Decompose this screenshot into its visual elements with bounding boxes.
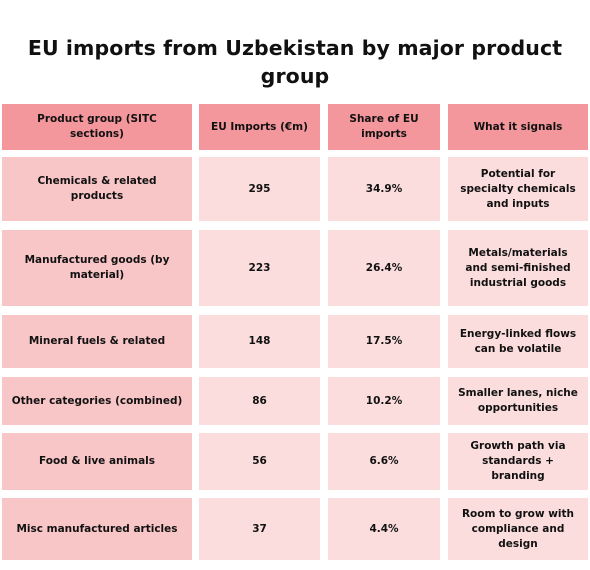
share-cell: 34.9%	[328, 157, 440, 221]
signal-cell: Smaller lanes, niche opportunities	[448, 377, 588, 425]
signal-cell: Potential for specialty chemicals and in…	[448, 157, 588, 221]
eu-imports-cell: 56	[199, 433, 320, 490]
product-group-cell: Mineral fuels & related	[2, 315, 192, 368]
share-cell: 17.5%	[328, 315, 440, 368]
share-cell: 26.4%	[328, 230, 440, 306]
product-group-cell: Manufactured goods (by material)	[2, 230, 192, 306]
signal-cell: Energy-linked flows can be volatile	[448, 315, 588, 368]
share-cell: 6.6%	[328, 433, 440, 490]
signal-cell: Growth path via standards + branding	[448, 433, 588, 490]
eu-imports-cell: 295	[199, 157, 320, 221]
signal-cell: Room to grow with compliance and design	[448, 498, 588, 560]
eu-imports-cell: 223	[199, 230, 320, 306]
share-cell: 4.4%	[328, 498, 440, 560]
eu-imports-cell: 148	[199, 315, 320, 368]
product-group-cell: Other categories (combined)	[2, 377, 192, 425]
eu-imports-cell: 37	[199, 498, 320, 560]
header-eu-imports: EU Imports (€m)	[199, 104, 320, 150]
eu-imports-cell: 86	[199, 377, 320, 425]
share-cell: 10.2%	[328, 377, 440, 425]
product-group-cell: Misc manufactured articles	[2, 498, 192, 560]
header-signals: What it signals	[448, 104, 588, 150]
signal-cell: Metals/materials and semi-finished indus…	[448, 230, 588, 306]
page-title: EU imports from Uzbekistan by major prod…	[27, 36, 563, 88]
product-group-cell: Food & live animals	[2, 433, 192, 490]
header-share: Share of EU imports	[328, 104, 440, 150]
header-product-group: Product group (SITC sections)	[2, 104, 192, 150]
product-group-cell: Chemicals & related products	[2, 157, 192, 221]
